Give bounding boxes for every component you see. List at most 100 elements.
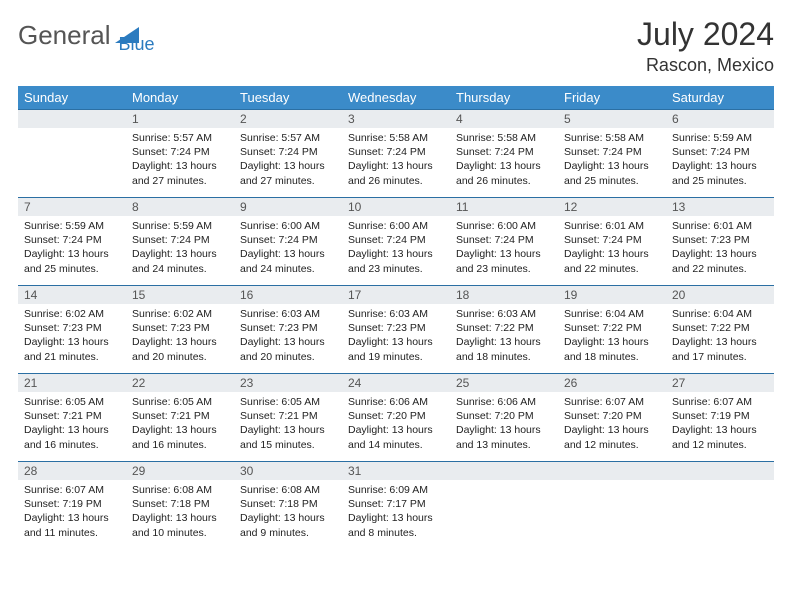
day-number: 6: [666, 110, 774, 128]
weekday-header: Friday: [558, 86, 666, 110]
calendar-day-cell: 25Sunrise: 6:06 AMSunset: 7:20 PMDayligh…: [450, 374, 558, 462]
calendar-day-cell: 13Sunrise: 6:01 AMSunset: 7:23 PMDayligh…: [666, 198, 774, 286]
day-details: Sunrise: 6:03 AMSunset: 7:22 PMDaylight:…: [450, 304, 558, 367]
weekday-header: Sunday: [18, 86, 126, 110]
day-details: Sunrise: 6:07 AMSunset: 7:19 PMDaylight:…: [666, 392, 774, 455]
day-details: Sunrise: 5:59 AMSunset: 7:24 PMDaylight:…: [126, 216, 234, 279]
page-subtitle: Rascon, Mexico: [637, 55, 774, 76]
day-details: Sunrise: 6:08 AMSunset: 7:18 PMDaylight:…: [126, 480, 234, 543]
day-details: Sunrise: 6:00 AMSunset: 7:24 PMDaylight:…: [234, 216, 342, 279]
calendar-day-cell: 15Sunrise: 6:02 AMSunset: 7:23 PMDayligh…: [126, 286, 234, 374]
day-number: 28: [18, 462, 126, 480]
day-details: Sunrise: 6:01 AMSunset: 7:24 PMDaylight:…: [558, 216, 666, 279]
day-details: Sunrise: 6:04 AMSunset: 7:22 PMDaylight:…: [666, 304, 774, 367]
calendar-day-cell: 6Sunrise: 5:59 AMSunset: 7:24 PMDaylight…: [666, 110, 774, 198]
day-number: 3: [342, 110, 450, 128]
day-number: 14: [18, 286, 126, 304]
calendar-day-cell: 23Sunrise: 6:05 AMSunset: 7:21 PMDayligh…: [234, 374, 342, 462]
calendar-day-cell: 9Sunrise: 6:00 AMSunset: 7:24 PMDaylight…: [234, 198, 342, 286]
weekday-header: Saturday: [666, 86, 774, 110]
calendar-day-cell: 18Sunrise: 6:03 AMSunset: 7:22 PMDayligh…: [450, 286, 558, 374]
day-number: 18: [450, 286, 558, 304]
day-details: Sunrise: 5:58 AMSunset: 7:24 PMDaylight:…: [558, 128, 666, 191]
logo: General Blue: [18, 16, 155, 55]
day-details: Sunrise: 6:07 AMSunset: 7:19 PMDaylight:…: [18, 480, 126, 543]
weekday-header: Tuesday: [234, 86, 342, 110]
day-number: 26: [558, 374, 666, 392]
calendar-day-cell: 4Sunrise: 5:58 AMSunset: 7:24 PMDaylight…: [450, 110, 558, 198]
day-details: Sunrise: 6:04 AMSunset: 7:22 PMDaylight:…: [558, 304, 666, 367]
calendar-day-cell: 20Sunrise: 6:04 AMSunset: 7:22 PMDayligh…: [666, 286, 774, 374]
calendar-empty-cell: [666, 462, 774, 550]
weekday-header: Thursday: [450, 86, 558, 110]
calendar-day-cell: 1Sunrise: 5:57 AMSunset: 7:24 PMDaylight…: [126, 110, 234, 198]
calendar-week-row: 28Sunrise: 6:07 AMSunset: 7:19 PMDayligh…: [18, 462, 774, 550]
calendar-day-cell: 14Sunrise: 6:02 AMSunset: 7:23 PMDayligh…: [18, 286, 126, 374]
day-details: Sunrise: 6:05 AMSunset: 7:21 PMDaylight:…: [126, 392, 234, 455]
day-details: Sunrise: 6:01 AMSunset: 7:23 PMDaylight:…: [666, 216, 774, 279]
calendar-day-cell: 24Sunrise: 6:06 AMSunset: 7:20 PMDayligh…: [342, 374, 450, 462]
day-number: 25: [450, 374, 558, 392]
calendar-day-cell: 11Sunrise: 6:00 AMSunset: 7:24 PMDayligh…: [450, 198, 558, 286]
calendar-empty-cell: [558, 462, 666, 550]
day-number: 11: [450, 198, 558, 216]
day-number: 24: [342, 374, 450, 392]
calendar-day-cell: 10Sunrise: 6:00 AMSunset: 7:24 PMDayligh…: [342, 198, 450, 286]
logo-text-general: General: [18, 20, 111, 51]
calendar-day-cell: 22Sunrise: 6:05 AMSunset: 7:21 PMDayligh…: [126, 374, 234, 462]
day-number: 15: [126, 286, 234, 304]
day-details: Sunrise: 5:58 AMSunset: 7:24 PMDaylight:…: [342, 128, 450, 191]
calendar-week-row: 21Sunrise: 6:05 AMSunset: 7:21 PMDayligh…: [18, 374, 774, 462]
calendar-empty-cell: [18, 110, 126, 198]
day-number: 7: [18, 198, 126, 216]
day-number: [558, 462, 666, 480]
day-number: 9: [234, 198, 342, 216]
calendar-day-cell: 16Sunrise: 6:03 AMSunset: 7:23 PMDayligh…: [234, 286, 342, 374]
calendar-week-row: 7Sunrise: 5:59 AMSunset: 7:24 PMDaylight…: [18, 198, 774, 286]
calendar-day-cell: 21Sunrise: 6:05 AMSunset: 7:21 PMDayligh…: [18, 374, 126, 462]
day-details: Sunrise: 6:00 AMSunset: 7:24 PMDaylight:…: [450, 216, 558, 279]
day-number: 30: [234, 462, 342, 480]
day-number: 17: [342, 286, 450, 304]
calendar-header-row: SundayMondayTuesdayWednesdayThursdayFrid…: [18, 86, 774, 110]
day-number: 12: [558, 198, 666, 216]
calendar-day-cell: 12Sunrise: 6:01 AMSunset: 7:24 PMDayligh…: [558, 198, 666, 286]
day-details: Sunrise: 6:02 AMSunset: 7:23 PMDaylight:…: [126, 304, 234, 367]
weekday-header: Wednesday: [342, 86, 450, 110]
day-number: 2: [234, 110, 342, 128]
day-details: Sunrise: 6:00 AMSunset: 7:24 PMDaylight:…: [342, 216, 450, 279]
calendar-day-cell: 7Sunrise: 5:59 AMSunset: 7:24 PMDaylight…: [18, 198, 126, 286]
day-number: 22: [126, 374, 234, 392]
calendar-day-cell: 29Sunrise: 6:08 AMSunset: 7:18 PMDayligh…: [126, 462, 234, 550]
day-number: 4: [450, 110, 558, 128]
day-details: Sunrise: 6:05 AMSunset: 7:21 PMDaylight:…: [234, 392, 342, 455]
page-title: July 2024: [637, 16, 774, 53]
day-number: 29: [126, 462, 234, 480]
day-number: 20: [666, 286, 774, 304]
day-details: Sunrise: 6:02 AMSunset: 7:23 PMDaylight:…: [18, 304, 126, 367]
title-block: July 2024 Rascon, Mexico: [637, 16, 774, 76]
day-number: 13: [666, 198, 774, 216]
calendar-day-cell: 5Sunrise: 5:58 AMSunset: 7:24 PMDaylight…: [558, 110, 666, 198]
calendar-day-cell: 3Sunrise: 5:58 AMSunset: 7:24 PMDaylight…: [342, 110, 450, 198]
day-number: 27: [666, 374, 774, 392]
day-details: Sunrise: 6:06 AMSunset: 7:20 PMDaylight:…: [450, 392, 558, 455]
calendar-empty-cell: [450, 462, 558, 550]
calendar-day-cell: 26Sunrise: 6:07 AMSunset: 7:20 PMDayligh…: [558, 374, 666, 462]
logo-text-blue: Blue: [119, 34, 155, 55]
day-details: Sunrise: 6:08 AMSunset: 7:18 PMDaylight:…: [234, 480, 342, 543]
calendar-week-row: 1Sunrise: 5:57 AMSunset: 7:24 PMDaylight…: [18, 110, 774, 198]
day-details: Sunrise: 6:06 AMSunset: 7:20 PMDaylight:…: [342, 392, 450, 455]
day-number: 31: [342, 462, 450, 480]
day-details: Sunrise: 5:57 AMSunset: 7:24 PMDaylight:…: [234, 128, 342, 191]
day-number: 5: [558, 110, 666, 128]
day-number: [450, 462, 558, 480]
calendar-day-cell: 17Sunrise: 6:03 AMSunset: 7:23 PMDayligh…: [342, 286, 450, 374]
day-number: 1: [126, 110, 234, 128]
day-number: 19: [558, 286, 666, 304]
day-number: 16: [234, 286, 342, 304]
header: General Blue July 2024 Rascon, Mexico: [18, 16, 774, 76]
day-details: Sunrise: 5:57 AMSunset: 7:24 PMDaylight:…: [126, 128, 234, 191]
day-details: Sunrise: 6:07 AMSunset: 7:20 PMDaylight:…: [558, 392, 666, 455]
calendar-week-row: 14Sunrise: 6:02 AMSunset: 7:23 PMDayligh…: [18, 286, 774, 374]
